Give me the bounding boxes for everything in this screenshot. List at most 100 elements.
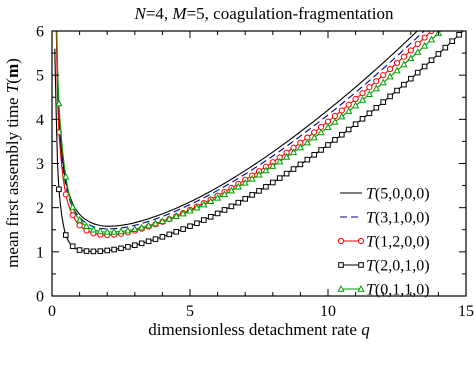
legend-item: T(2,0,1,0) (338, 258, 430, 275)
data-point (296, 143, 305, 151)
x-tick-label: 10 (320, 303, 336, 320)
series-0 (56, 31, 419, 227)
legend-marker (338, 262, 344, 268)
series-line (55, 31, 425, 230)
data-point (56, 186, 62, 193)
axis-ticks: 0 5 10 15 0 1 2 3 4 5 6 (36, 24, 474, 321)
data-point (269, 162, 277, 169)
y-tick-label: 4 (36, 112, 44, 129)
data-point (255, 170, 263, 178)
data-point (138, 240, 145, 247)
data-point (442, 44, 449, 51)
data-point (62, 172, 70, 180)
data-point (394, 87, 400, 94)
data-point (82, 222, 91, 230)
data-point (317, 128, 325, 136)
series-4 (55, 31, 443, 235)
data-point (456, 31, 462, 38)
data-point (187, 223, 193, 230)
data-point (339, 131, 345, 138)
data-point (221, 207, 228, 213)
data-point (373, 78, 380, 85)
data-point (282, 153, 291, 160)
data-point (421, 34, 428, 41)
data-point (207, 213, 214, 220)
data-point (201, 217, 207, 223)
series-layer (54, 31, 464, 255)
data-point (132, 242, 138, 249)
data-point (263, 183, 269, 190)
data-point (414, 40, 421, 48)
data-point (213, 193, 222, 201)
data-point (414, 48, 422, 55)
data-point (125, 244, 131, 250)
data-point (325, 142, 331, 148)
data-point (270, 179, 276, 186)
data-point (165, 214, 173, 222)
legend-item: T(5,0,0,0) (340, 186, 430, 203)
data-point (228, 203, 235, 210)
data-point (152, 236, 159, 242)
data-point (242, 196, 248, 202)
data-point (338, 107, 345, 114)
data-point (234, 182, 242, 190)
data-point (172, 212, 180, 220)
data-point (387, 65, 394, 73)
data-point (118, 245, 124, 252)
data-point (393, 59, 401, 67)
data-point (262, 166, 270, 174)
legend-item: T(0,1,1,0) (337, 282, 430, 299)
data-point (76, 247, 83, 253)
data-point (104, 247, 111, 254)
data-point (75, 215, 84, 223)
data-point (194, 220, 200, 227)
data-point (248, 174, 256, 182)
data-point (124, 226, 132, 234)
data-point (386, 72, 394, 80)
data-point (90, 248, 97, 255)
data-point (372, 84, 380, 92)
data-point (110, 227, 118, 235)
data-point (366, 110, 373, 117)
data-point (276, 175, 283, 181)
y-axis-label: mean first assembly time T(m) (3, 58, 22, 268)
data-point (55, 99, 63, 107)
data-point (180, 226, 186, 232)
data-point (331, 112, 338, 120)
data-point (69, 212, 76, 219)
data-point (290, 166, 297, 172)
legend-label: T(0,1,1,0) (366, 282, 430, 299)
data-point (427, 35, 436, 43)
data-point (380, 72, 387, 79)
data-point (400, 53, 407, 60)
data-point (345, 107, 353, 114)
legend-marker (357, 237, 365, 245)
data-point (379, 78, 387, 86)
legend-label: T(1,2,0,0) (366, 234, 430, 251)
data-point (117, 227, 125, 235)
data-point (96, 227, 104, 235)
data-point (227, 186, 236, 194)
data-point (235, 199, 242, 206)
x-tick-label: 15 (458, 303, 474, 320)
data-point (138, 223, 146, 231)
legend-item: T(3,1,0,0) (340, 210, 430, 227)
data-point (407, 47, 414, 54)
data-point (97, 248, 104, 254)
legend-label: T(3,1,0,0) (366, 210, 430, 227)
data-point (407, 54, 415, 62)
data-point (69, 243, 76, 250)
y-tick-label: 5 (36, 68, 44, 85)
data-point (358, 95, 367, 103)
x-axis-label: dimensionless detachment rate q (148, 320, 370, 339)
y-tick-label: 0 (36, 289, 44, 306)
data-point (420, 41, 429, 49)
data-point (186, 206, 194, 214)
legend-marker (337, 284, 345, 292)
data-point (414, 69, 421, 76)
data-point (401, 81, 407, 88)
data-point (214, 210, 221, 217)
data-point (435, 51, 442, 57)
data-point (62, 191, 69, 198)
data-point (83, 248, 90, 254)
